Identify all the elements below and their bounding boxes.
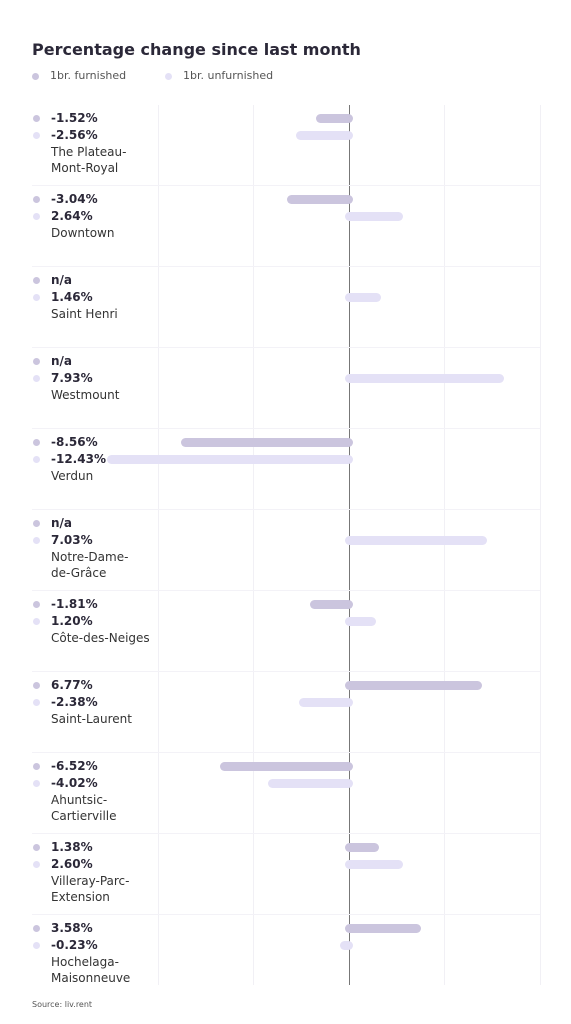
row-separator <box>32 833 540 834</box>
legend-dot <box>33 763 40 770</box>
category-label: The Plateau- Mont-Royal <box>51 145 127 175</box>
value-label: -1.81% <box>51 597 98 611</box>
legend-dot <box>33 213 40 220</box>
value-label: n/a <box>51 354 73 368</box>
legend-dot <box>33 375 40 382</box>
bar <box>340 941 353 950</box>
bar <box>315 114 353 123</box>
category-label: Notre-Dame- de-Grâce <box>51 550 129 580</box>
value-label: 7.93% <box>51 371 93 385</box>
value-label: 1.46% <box>51 290 93 304</box>
legend-dot <box>33 780 40 787</box>
bar <box>344 212 404 221</box>
legend-dot <box>33 196 40 203</box>
value-label: -0.23% <box>51 938 98 952</box>
legend-dot <box>33 358 40 365</box>
bar <box>344 924 422 933</box>
category-label: Hochelaga- Maisonneuve <box>51 955 131 985</box>
value-label: 1.38% <box>51 840 93 854</box>
row-separator <box>32 185 540 186</box>
bar <box>344 681 483 690</box>
legend-dot <box>33 618 40 625</box>
legend-dot <box>33 115 40 122</box>
value-label: -2.38% <box>51 695 98 709</box>
value-label: 3.58% <box>51 921 93 935</box>
legend-dot <box>33 861 40 868</box>
value-label: -4.02% <box>51 776 98 790</box>
value-label: -6.52% <box>51 759 98 773</box>
row-separator <box>32 590 540 591</box>
value-label: -1.52% <box>51 111 98 125</box>
value-label: n/a <box>51 516 73 530</box>
grid-line <box>157 105 159 985</box>
bar <box>344 860 403 869</box>
category-label: Saint-Laurent <box>51 712 132 726</box>
legend-dot <box>33 682 40 689</box>
legend-dot <box>33 844 40 851</box>
bar <box>220 762 353 771</box>
value-label: 1.20% <box>51 614 93 628</box>
category-label: Côte-des-Neiges <box>51 631 150 645</box>
chart-title: Percentage change since last month <box>32 40 361 59</box>
bar <box>295 131 353 140</box>
value-label: -3.04% <box>51 192 98 206</box>
grid-line <box>540 105 541 985</box>
legend-dot <box>33 294 40 301</box>
legend-dot <box>33 520 40 527</box>
legend-dot <box>33 942 40 949</box>
row-separator <box>32 914 540 915</box>
legend-dot <box>33 925 40 932</box>
legend-label: 1br. furnished <box>50 69 127 82</box>
bar <box>107 455 353 464</box>
category-label: Westmount <box>51 388 120 402</box>
category-label: Verdun <box>51 469 94 483</box>
bar <box>299 698 353 707</box>
value-label: 7.03% <box>51 533 93 547</box>
row-separator <box>32 752 540 753</box>
value-label: n/a <box>51 273 73 287</box>
row-separator <box>32 671 540 672</box>
bar <box>344 293 381 302</box>
legend-label: 1br. unfurnished <box>183 69 274 82</box>
legend-dot <box>33 537 40 544</box>
bar <box>344 374 505 383</box>
row-separator <box>32 266 540 267</box>
bar <box>344 617 376 626</box>
row-separator <box>32 347 540 348</box>
category-label: Saint Henri <box>51 307 118 321</box>
value-label: -12.43% <box>51 452 106 466</box>
legend-dot <box>33 439 40 446</box>
legend-dot <box>165 73 172 80</box>
category-label: Ahuntsic- Cartierville <box>51 793 117 823</box>
grid-line <box>253 105 255 985</box>
legend-dot <box>33 699 40 706</box>
value-label: -8.56% <box>51 435 98 449</box>
legend-dot <box>33 132 40 139</box>
zero-line <box>348 105 350 985</box>
legend-dot <box>33 456 40 463</box>
legend-dot <box>33 601 40 608</box>
grid-line <box>444 105 446 985</box>
category-label: Villeray-Parc- Extension <box>51 874 130 904</box>
category-label: Downtown <box>51 226 115 240</box>
legend-dot <box>33 277 40 284</box>
legend-dot <box>32 73 39 80</box>
value-label: 2.60% <box>51 857 93 871</box>
bar <box>344 536 488 545</box>
value-label: 6.77% <box>51 678 93 692</box>
row-separator <box>32 509 540 510</box>
source: Source: liv.rent <box>32 1000 93 1009</box>
bar <box>286 195 353 204</box>
value-label: -2.56% <box>51 128 98 142</box>
value-label: 2.64% <box>51 209 93 223</box>
bar <box>268 779 353 788</box>
row-separator <box>32 428 540 429</box>
bar <box>181 438 353 447</box>
bar <box>344 843 380 852</box>
bar <box>310 600 353 609</box>
